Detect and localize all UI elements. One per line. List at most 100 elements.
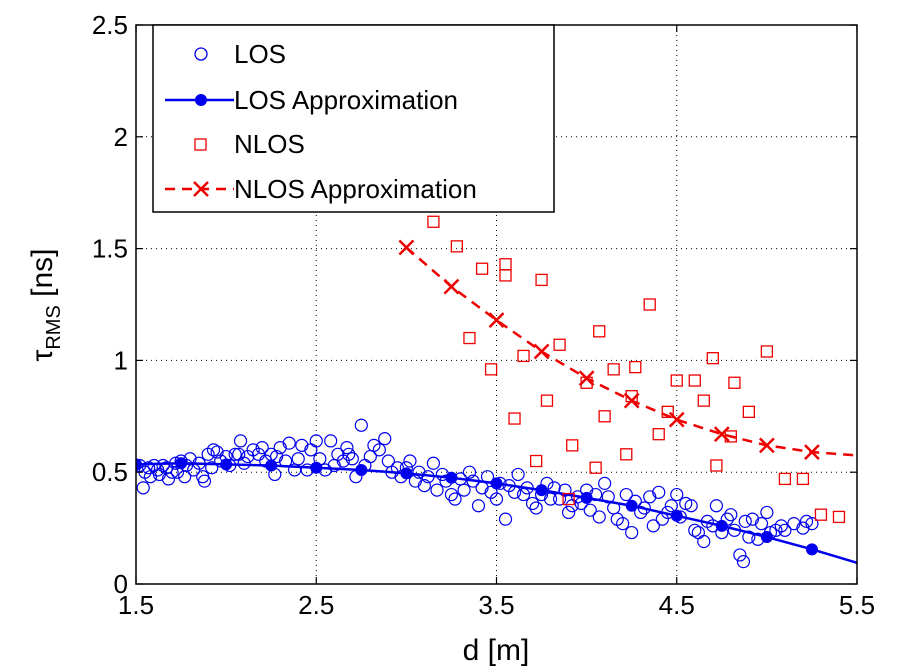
- data-point: [488, 312, 505, 329]
- data-point: [282, 436, 296, 450]
- data-point: [583, 503, 597, 517]
- data-point: [443, 278, 460, 295]
- data-point: [355, 463, 368, 476]
- data-point: [620, 448, 633, 461]
- data-point: [558, 483, 572, 497]
- data-point: [529, 501, 543, 515]
- x-tick-label: 2.5: [298, 590, 334, 620]
- data-point: [525, 496, 540, 511]
- data-point: [561, 505, 576, 520]
- y-axis-label: τRMS [ns]: [26, 248, 65, 361]
- data-point: [547, 481, 561, 495]
- data-point: [412, 465, 426, 479]
- data-point: [738, 514, 752, 528]
- data-point: [760, 505, 774, 520]
- data-point: [310, 461, 323, 474]
- data-point: [593, 325, 606, 338]
- data-point: [295, 438, 309, 452]
- data-point: [715, 519, 728, 532]
- series-nlos-approximation: [398, 239, 857, 460]
- plot-area: [136, 215, 857, 569]
- data-point: [489, 492, 504, 506]
- data-point: [629, 360, 642, 374]
- data-point: [136, 481, 150, 495]
- data-point: [448, 492, 462, 506]
- y-tick-label: 2.5: [92, 10, 128, 40]
- data-point: [378, 432, 392, 446]
- legend-entry-los-approx: LOS Approximation: [165, 85, 458, 115]
- data-point: [623, 392, 640, 409]
- data-point: [445, 471, 458, 484]
- data-point: [742, 405, 755, 418]
- data-point: [463, 331, 476, 345]
- legend-entry-nlos: NLOS: [194, 129, 305, 159]
- data-point: [484, 363, 498, 376]
- legend-marker-los-approx: [195, 94, 207, 106]
- series-los-approximation: [136, 457, 857, 564]
- data-point: [616, 517, 630, 531]
- data-point: [228, 447, 242, 461]
- ticks: [135, 24, 858, 585]
- data-point: [233, 434, 248, 448]
- data-point: [619, 487, 633, 502]
- data-point: [787, 517, 801, 531]
- data-point: [161, 472, 176, 486]
- data-point: [205, 461, 219, 475]
- data-point: [832, 510, 846, 524]
- legend: LOS LOS Approximation NLOS NLOS Approxim…: [152, 24, 555, 213]
- data-point: [643, 490, 657, 504]
- data-point: [417, 479, 431, 493]
- data-point: [796, 472, 810, 486]
- data-point: [535, 273, 548, 287]
- data-point: [688, 374, 701, 387]
- data-point: [562, 492, 575, 506]
- data-point: [733, 548, 747, 562]
- legend-entry-los: LOS: [194, 39, 286, 69]
- x-tick-label: 3.5: [478, 590, 514, 620]
- x-axis-label: d [m]: [463, 634, 530, 667]
- data-point: [778, 523, 792, 537]
- legend-marker-nlos: [194, 138, 207, 151]
- data-point: [340, 441, 354, 455]
- data-point: [688, 523, 702, 537]
- data-point: [697, 534, 711, 549]
- data-point: [444, 487, 459, 502]
- data-point: [697, 394, 710, 407]
- data-point: [758, 437, 775, 454]
- data-point: [165, 465, 179, 479]
- legend-marker-los: [194, 47, 208, 61]
- data-point: [607, 363, 620, 376]
- data-point: [430, 483, 444, 497]
- data-point: [706, 352, 719, 365]
- data-point: [540, 394, 554, 407]
- data-point: [220, 458, 233, 471]
- data-point: [457, 483, 471, 497]
- y-tick-label: 0.5: [92, 457, 128, 487]
- data-point: [291, 452, 305, 466]
- data-point: [475, 262, 489, 275]
- data-point: [530, 454, 543, 468]
- data-point: [255, 441, 269, 455]
- data-point: [403, 454, 417, 468]
- data-point: [709, 499, 724, 513]
- data-point: [728, 376, 741, 389]
- y-tick-label: 0: [114, 569, 128, 599]
- data-point: [580, 491, 593, 504]
- data-point: [273, 441, 287, 455]
- data-point: [462, 465, 477, 479]
- data-point: [724, 508, 738, 522]
- legend-label-los-approx: LOS Approximation: [234, 85, 458, 115]
- data-point: [535, 484, 548, 497]
- x-tick-label: 1.5: [118, 590, 154, 620]
- data-point: [206, 443, 221, 457]
- data-point: [652, 485, 666, 499]
- series-layer: [136, 215, 857, 569]
- data-point: [269, 449, 284, 464]
- data-point: [643, 298, 656, 311]
- data-point: [804, 444, 820, 460]
- data-point: [265, 459, 278, 472]
- data-point: [589, 461, 602, 474]
- data-point: [805, 543, 818, 556]
- data-point: [774, 519, 788, 533]
